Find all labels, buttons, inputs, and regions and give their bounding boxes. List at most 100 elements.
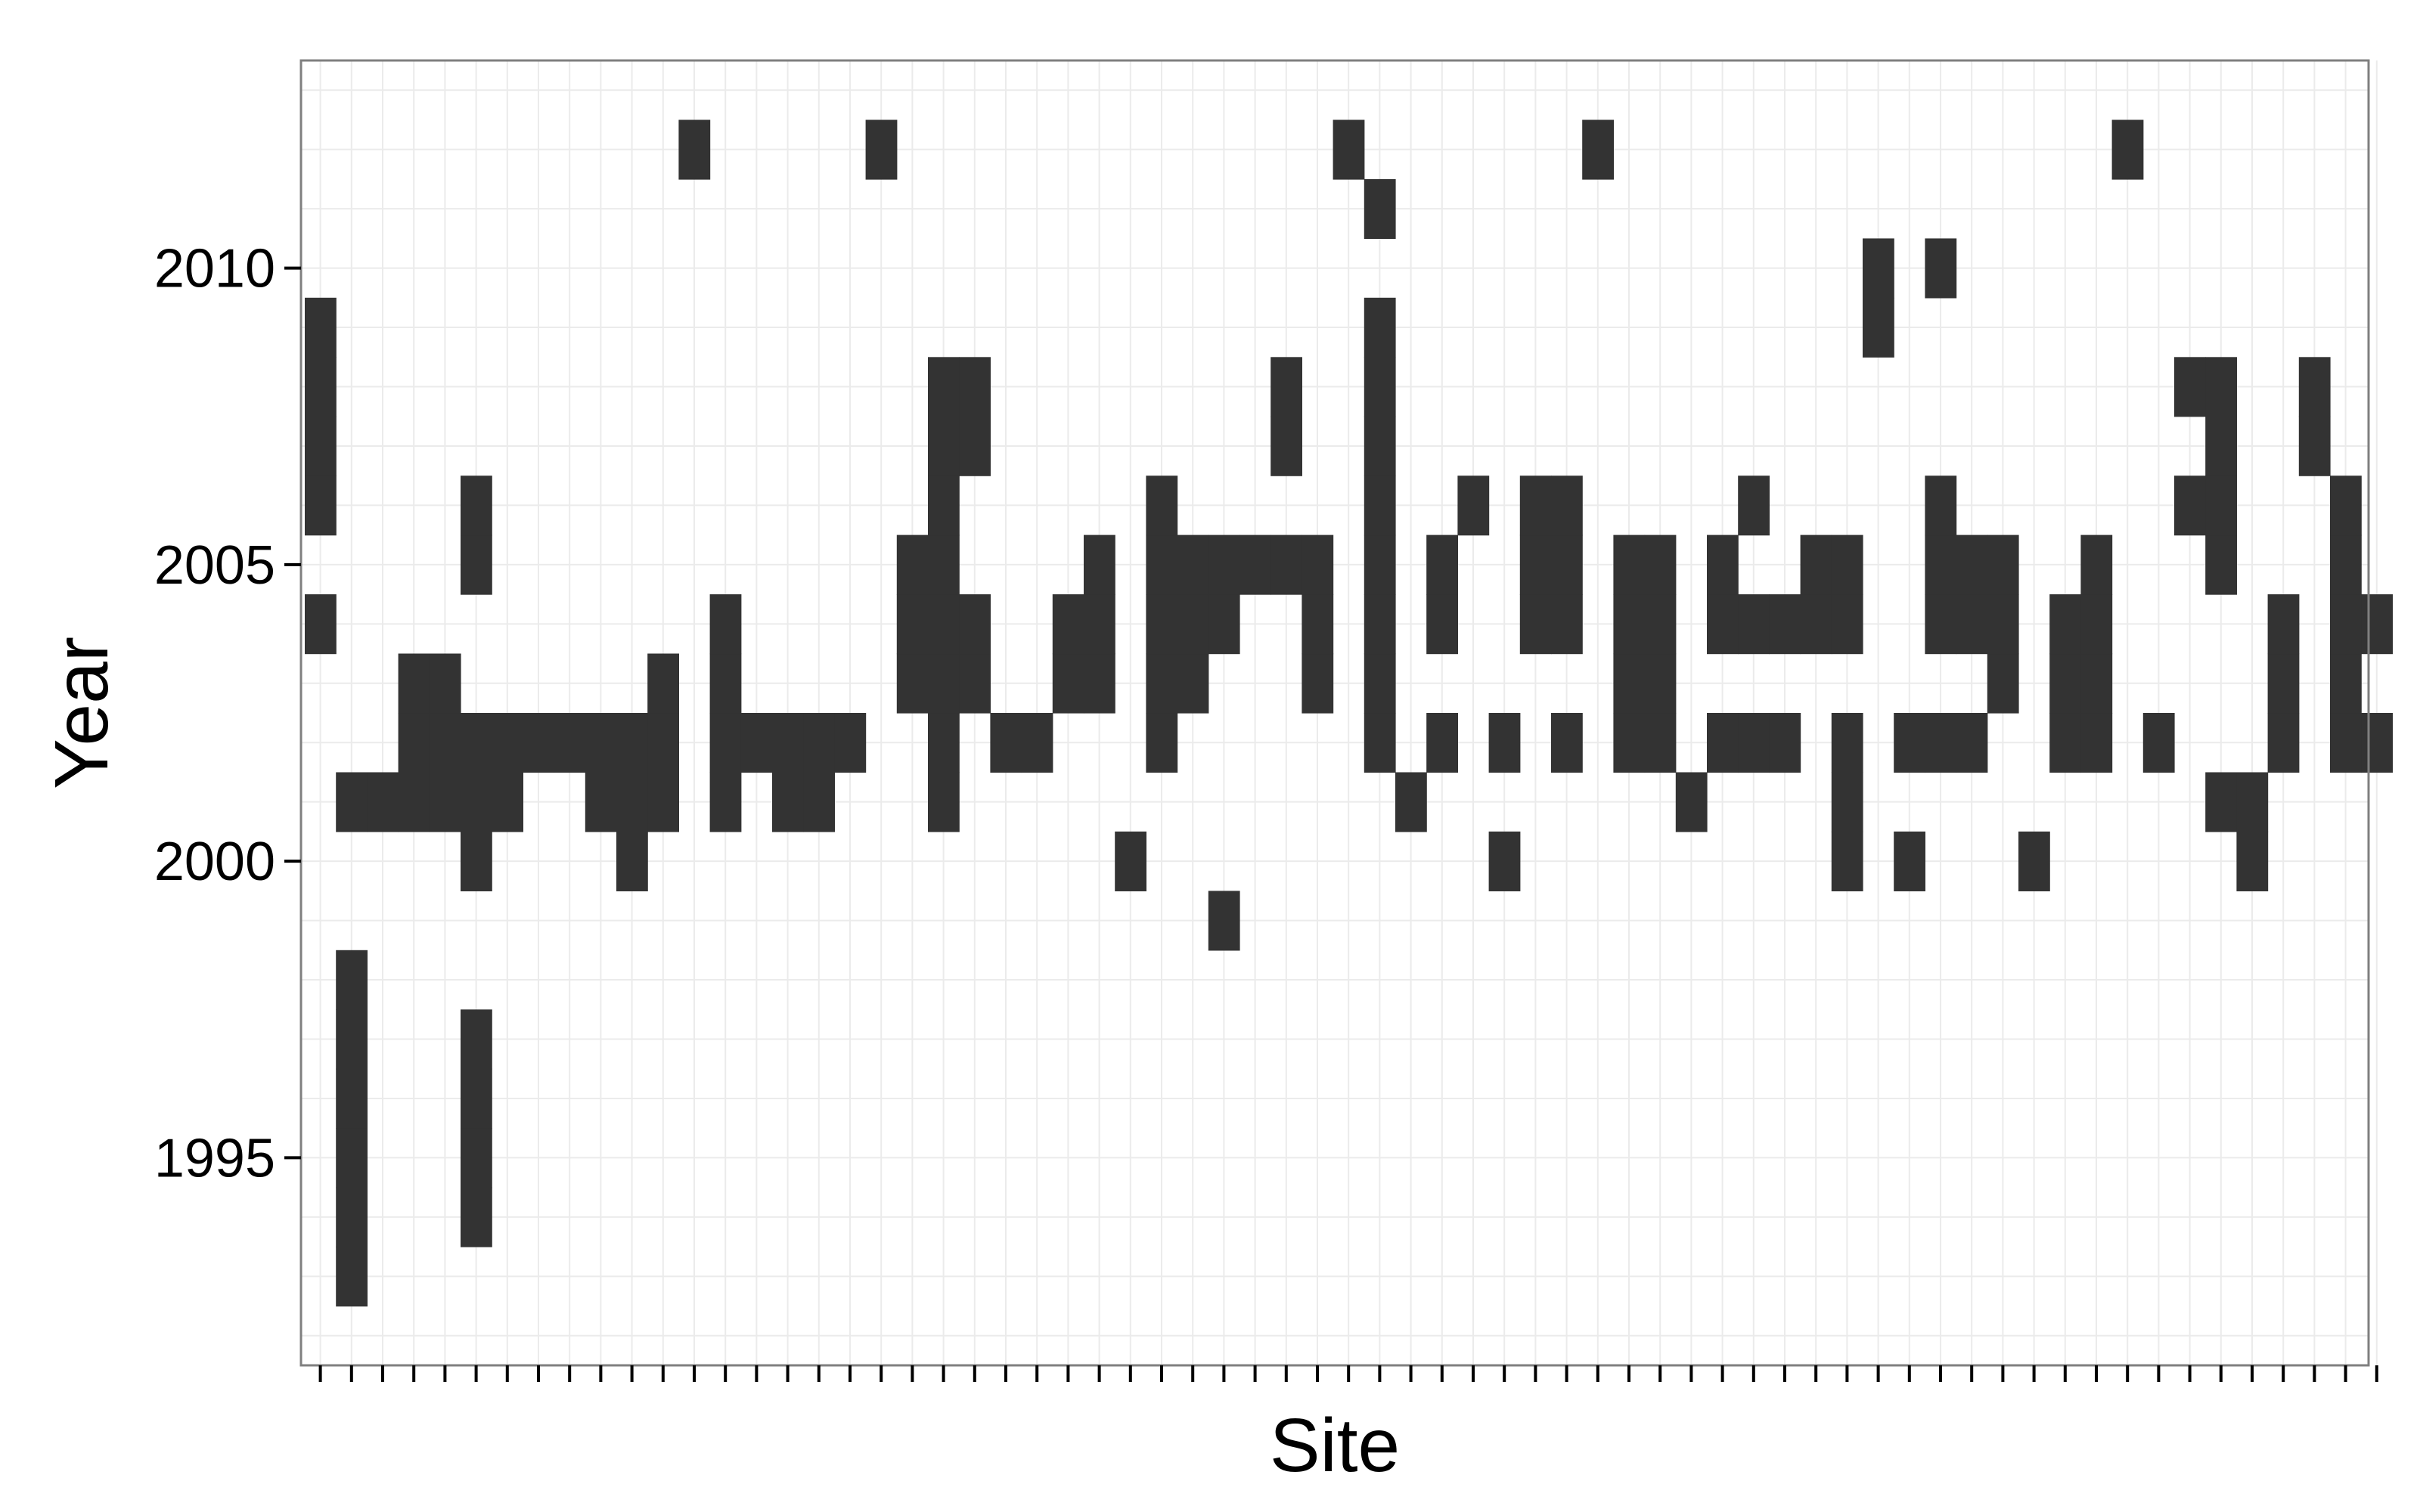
tile: [1800, 594, 1832, 655]
tile: [1613, 713, 1646, 773]
tile: [616, 772, 648, 832]
tile: [398, 653, 430, 714]
tile: [928, 357, 960, 417]
tile: [834, 713, 867, 773]
tile: [429, 713, 461, 773]
tile: [336, 950, 368, 1010]
tile: [1364, 357, 1396, 417]
tile: [2205, 476, 2237, 536]
tile: [523, 713, 555, 773]
tile: [461, 1128, 492, 1188]
tiles: [305, 119, 2393, 1307]
tile: [1146, 594, 1178, 655]
tile: [1769, 594, 1801, 655]
tile: [2298, 416, 2331, 476]
tile: [554, 713, 586, 773]
tile: [1644, 653, 1677, 714]
tile: [1551, 713, 1583, 773]
y-tick-label: 1995: [154, 1128, 275, 1188]
tile: [1488, 831, 1521, 891]
y-tick-label: 2010: [154, 239, 275, 299]
tile: [2080, 713, 2113, 773]
tile: [1987, 534, 2019, 595]
tile: [461, 713, 492, 773]
tile: [709, 594, 742, 655]
tile: [1675, 772, 1708, 832]
tile: [2330, 653, 2362, 714]
tile: [896, 594, 929, 655]
tile: [1831, 594, 1863, 655]
tile: [616, 831, 648, 891]
tile: [2049, 594, 2081, 655]
tile: [2174, 357, 2206, 417]
tile: [367, 772, 399, 832]
tile: [585, 772, 617, 832]
tile: [1644, 594, 1677, 655]
tile: [772, 772, 804, 832]
tile: [2267, 713, 2300, 773]
tile: [616, 713, 648, 773]
tile: [1738, 713, 1770, 773]
tile: [1800, 534, 1832, 595]
tile: [492, 713, 523, 773]
tile: [2080, 594, 2113, 655]
tile: [1115, 831, 1146, 891]
tile: [1707, 713, 1739, 773]
tile: [865, 119, 898, 180]
tile: [2361, 594, 2393, 655]
tile: [1084, 534, 1115, 595]
tile: [1551, 534, 1583, 595]
tile: [803, 713, 835, 773]
tile: [1613, 534, 1646, 595]
tile: [492, 772, 523, 832]
tile: [1925, 713, 1957, 773]
tile: [647, 772, 679, 832]
tile: [1364, 178, 1396, 239]
tile: [1052, 653, 1084, 714]
tile: [336, 1068, 368, 1129]
tile: [1426, 713, 1458, 773]
tile: [1987, 653, 2019, 714]
tile: [1831, 772, 1863, 832]
tile: [1364, 476, 1396, 536]
tile: [2205, 772, 2237, 832]
tile: [2049, 713, 2081, 773]
tile: [398, 713, 430, 773]
tile: [461, 1068, 492, 1129]
tile: [928, 476, 960, 536]
tile: [1239, 534, 1271, 595]
tile: [1208, 534, 1240, 595]
tile: [1613, 594, 1646, 655]
tile: [1707, 534, 1739, 595]
tile: [461, 534, 492, 595]
tile: [336, 1009, 368, 1070]
tile: [959, 357, 991, 417]
tile: [1021, 713, 1053, 773]
tile: [1831, 713, 1863, 773]
tile: [959, 653, 991, 714]
tile: [1146, 476, 1178, 536]
tile: [1613, 653, 1646, 714]
tile: [305, 594, 337, 655]
plot-panel-border: [299, 59, 2370, 1367]
tile: [1831, 534, 1863, 595]
tile: [1738, 476, 1770, 536]
tile: [1364, 297, 1396, 358]
tile: [1270, 534, 1302, 595]
tile: [1551, 594, 1583, 655]
tile: [959, 416, 991, 476]
tile: [461, 1187, 492, 1247]
tile: [896, 534, 929, 595]
tile: [2330, 713, 2362, 773]
tile: [2205, 357, 2237, 417]
tile: [2361, 713, 2393, 773]
x-axis-title: Site: [1270, 1403, 1400, 1488]
tile: [1863, 238, 1894, 299]
tile: [429, 772, 461, 832]
tile: [1426, 594, 1458, 655]
tile: [2267, 653, 2300, 714]
tile: [1208, 891, 1240, 951]
tile: [461, 831, 492, 891]
tile: [1738, 594, 1770, 655]
